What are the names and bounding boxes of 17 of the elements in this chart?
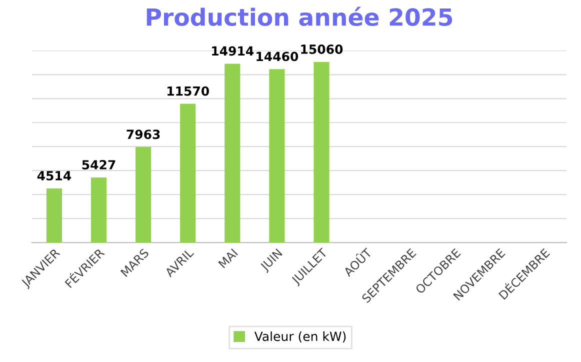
bar	[90, 177, 107, 243]
data-label: 4514	[37, 171, 72, 180]
data-label: 7963	[126, 130, 160, 140]
data-label: 5427	[82, 160, 116, 170]
bar	[180, 104, 196, 243]
bar	[136, 147, 152, 243]
data-label: 14914	[212, 46, 254, 56]
bar	[224, 64, 240, 243]
bar	[269, 69, 285, 243]
data-label: 15060	[301, 44, 343, 54]
data-label: 11570	[168, 86, 210, 96]
legend-label: Valeur (en kW)	[254, 331, 346, 343]
bar	[46, 188, 62, 243]
x-tick-label: MAI	[218, 248, 238, 268]
bar	[314, 62, 330, 243]
chart-title: Production année 2025	[146, 6, 452, 26]
data-label: 14460	[256, 52, 298, 62]
